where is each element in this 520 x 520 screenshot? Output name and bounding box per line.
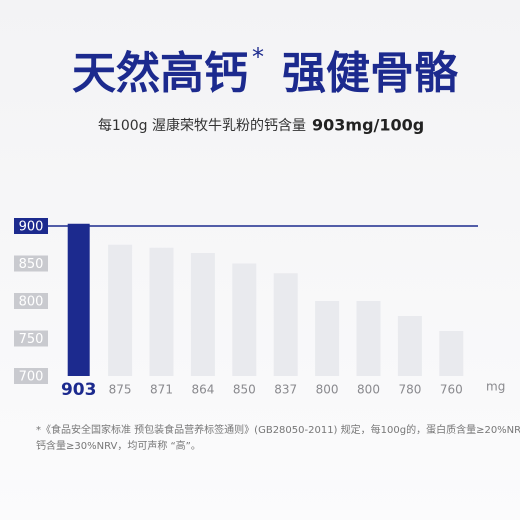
y-tick-label: 700	[19, 370, 44, 385]
value-label: 871	[150, 383, 173, 397]
chart-title: 天然高钙	[72, 48, 248, 99]
y-tick-label: 750	[19, 332, 44, 347]
bar	[232, 263, 257, 376]
subtitle: 每100g 渥康荣牧牛乳粉的钙含量	[98, 117, 306, 134]
footnote: 钙含量≥30%NRV，均可声称 “高”。	[36, 439, 201, 452]
title-mark: *	[252, 43, 264, 71]
y-tick-tab	[14, 218, 48, 234]
value-label: 800	[316, 383, 339, 397]
value-label: 800	[357, 383, 380, 397]
y-tick-label: 850	[19, 257, 44, 272]
bar	[67, 223, 90, 376]
bar	[273, 273, 298, 376]
y-tick-label: 800	[19, 295, 44, 310]
value-label: 864	[191, 383, 214, 397]
bar	[356, 301, 381, 376]
bar	[439, 331, 464, 376]
footnote: *《食品安全国家标准 预包装食品营养标签通则》(GB28050-2011) 规定…	[36, 423, 520, 436]
subtitle-highlight: 903mg/100g	[312, 116, 424, 135]
value-label: 837	[274, 383, 297, 397]
value-label: 903	[61, 380, 97, 400]
value-label: 875	[109, 383, 132, 397]
y-tick-tab	[14, 293, 48, 309]
bar	[315, 301, 340, 376]
y-tick-tab	[14, 255, 48, 272]
y-tick-tab	[14, 368, 48, 384]
bar	[190, 253, 215, 376]
value-label: 850	[233, 383, 256, 397]
value-label: 760	[440, 383, 463, 397]
bar	[108, 244, 133, 376]
unit-label: mg	[486, 380, 505, 394]
value-label: 780	[398, 383, 421, 397]
bar	[397, 316, 422, 376]
y-tick-tab	[14, 330, 48, 347]
chart-title-2: 强健骨骼	[282, 48, 458, 99]
bar	[149, 247, 174, 376]
y-tick-label: 900	[19, 220, 44, 235]
